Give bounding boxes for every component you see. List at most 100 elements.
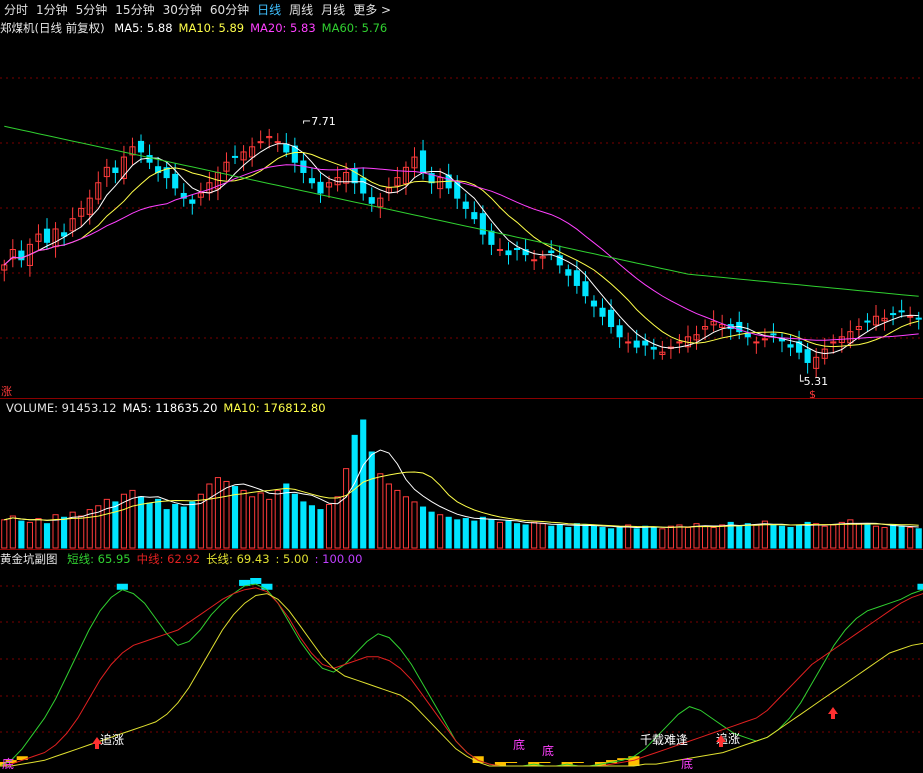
volume-bar <box>129 489 136 549</box>
volume-bar <box>454 519 461 549</box>
signal-marker: $ <box>809 388 816 398</box>
candle-body <box>95 182 102 200</box>
period-tab[interactable]: 15分钟 <box>115 2 155 17</box>
volume-bar <box>197 493 204 549</box>
volume-bar <box>95 505 102 549</box>
indicator-title: 黄金坑副图 <box>0 552 58 566</box>
candle-body <box>462 201 469 209</box>
volume-bar <box>291 493 298 549</box>
candle-body <box>719 323 726 328</box>
candle-body <box>898 310 905 313</box>
candle-body <box>471 212 478 220</box>
period-tab[interactable]: 日线 <box>257 2 282 17</box>
candle-body <box>146 155 153 163</box>
period-tab[interactable]: 1分钟 <box>36 2 68 17</box>
volume-bar <box>308 505 316 549</box>
candle-body <box>1 264 8 271</box>
candle-body <box>855 326 862 331</box>
candle-body <box>266 136 273 139</box>
candle-body <box>787 344 794 348</box>
volume-bar <box>377 473 384 549</box>
candle-body <box>112 167 119 173</box>
volume-bar <box>155 498 162 549</box>
legend-item: : 100.00 <box>314 552 363 566</box>
volume-bar <box>915 528 922 549</box>
ma60-line <box>4 125 919 297</box>
volume-bar <box>437 514 444 549</box>
high-price-label: ⌐7.71 <box>302 115 336 128</box>
period-toolbar: 分时 1分钟 5分钟 15分钟 30分钟 60分钟 日线 周线 月线 更多 > <box>0 0 923 18</box>
candle-body <box>274 141 281 144</box>
indicator-legend: 短线: 65.95 中线: 62.92 长线: 69.43: 5.00: 100.0… <box>61 552 362 566</box>
candle-body <box>377 197 384 208</box>
candle-body <box>454 182 461 199</box>
candle-body <box>625 341 632 344</box>
volume-bar <box>565 527 572 549</box>
volume-bar <box>796 524 803 549</box>
pit-bar <box>539 762 551 763</box>
candle-body <box>240 151 247 161</box>
candle-body <box>172 173 179 189</box>
volume-bar <box>189 501 196 549</box>
period-tab[interactable]: 更多 > <box>353 2 392 17</box>
candle-body <box>61 232 68 237</box>
candle-body <box>556 255 563 266</box>
candle-body <box>43 228 51 243</box>
indicator-line <box>0 587 923 767</box>
volume-bar <box>838 521 845 549</box>
indicator-annotation: 底 <box>681 756 693 771</box>
volume-bar <box>813 523 820 549</box>
volume-chart[interactable] <box>0 415 923 550</box>
volume-bar <box>590 525 598 549</box>
pit-bar <box>0 762 6 766</box>
period-tab[interactable]: 分时 <box>4 2 29 17</box>
peak-bar <box>116 583 128 590</box>
volume-bar <box>419 506 427 549</box>
volume-bar <box>573 523 580 549</box>
period-tab[interactable]: 5分钟 <box>75 2 108 17</box>
pit-bar <box>5 760 17 763</box>
vol-ma10-line <box>4 471 919 528</box>
legend-item: 中线: 62.92 <box>136 552 201 566</box>
volume-bar <box>257 492 264 549</box>
peak-bar <box>239 579 251 586</box>
candle-body <box>565 269 572 276</box>
low-price-label: └5.31 <box>797 374 828 388</box>
candle-body <box>607 309 615 328</box>
candle-body <box>531 259 538 262</box>
candle-body <box>411 156 418 169</box>
period-tab[interactable]: 60分钟 <box>209 2 250 17</box>
volume-bar <box>214 477 221 549</box>
candle-body <box>505 250 512 256</box>
volume-bar <box>249 496 256 549</box>
candle-body <box>283 143 290 153</box>
volume-bar <box>206 483 213 549</box>
volume-bar <box>18 520 25 549</box>
volume-bar <box>428 511 435 549</box>
volume-bar <box>744 523 751 549</box>
candlestick-chart[interactable]: ⌐7.71 └5.31 涨 $ <box>0 18 923 398</box>
candle-body <box>18 250 25 261</box>
period-tab[interactable]: 30分钟 <box>162 2 202 17</box>
volume-bar <box>112 501 119 549</box>
indicator-annotation: 底 <box>542 743 554 758</box>
left-marker: 涨 <box>1 385 12 398</box>
volume-bar <box>659 528 666 549</box>
volume-bar <box>505 520 512 549</box>
legend-item: MA10: 176812.80 <box>223 401 326 415</box>
indicator-annotation: 底 <box>2 756 14 771</box>
volume-bar <box>43 523 51 549</box>
candle-body <box>753 341 760 344</box>
candle-body <box>223 161 230 172</box>
candle-body <box>539 256 546 259</box>
candle-body <box>137 140 145 153</box>
volume-bar <box>787 527 794 549</box>
volume-bar <box>385 483 392 549</box>
candle-body <box>599 307 606 317</box>
period-tab[interactable]: 月线 <box>321 2 346 17</box>
period-tab[interactable]: 周线 <box>289 2 314 17</box>
volume-bar <box>240 489 247 549</box>
volume-bar <box>684 527 692 549</box>
volume-bar <box>531 521 538 549</box>
